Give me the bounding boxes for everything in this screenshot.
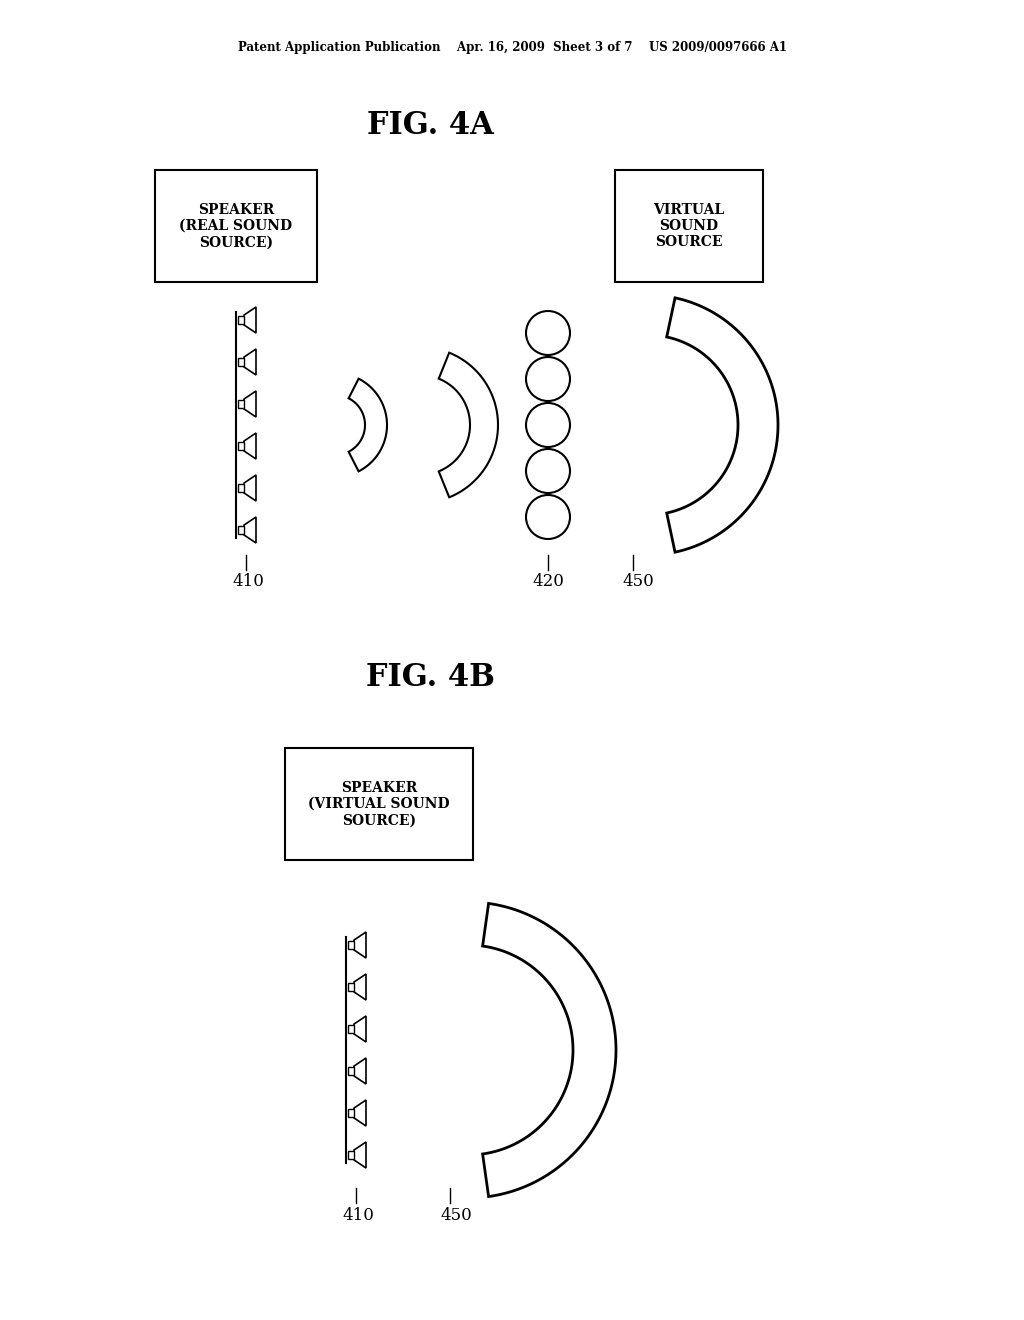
Bar [348,1151,354,1159]
FancyBboxPatch shape [285,748,473,861]
Text: 450: 450 [440,1206,472,1224]
Bar [238,527,244,533]
Bar [348,941,354,949]
Bar [348,1026,354,1032]
Text: SPEAKER
(REAL SOUND
SOURCE): SPEAKER (REAL SOUND SOURCE) [179,203,293,249]
FancyBboxPatch shape [155,170,317,282]
FancyBboxPatch shape [615,170,763,282]
Bar [238,400,244,408]
Text: SPEAKER
(VIRTUAL SOUND
SOURCE): SPEAKER (VIRTUAL SOUND SOURCE) [308,781,450,828]
Bar [238,317,244,323]
Text: 420: 420 [532,573,564,590]
Text: 410: 410 [232,573,264,590]
Bar [348,1068,354,1074]
Text: 450: 450 [623,573,654,590]
Bar [238,442,244,450]
Bar [238,358,244,366]
Text: FIG. 4B: FIG. 4B [366,663,495,693]
Text: VIRTUAL
SOUND
SOURCE: VIRTUAL SOUND SOURCE [653,203,725,249]
Bar [348,983,354,990]
Text: 410: 410 [342,1206,374,1224]
Text: Patent Application Publication    Apr. 16, 2009  Sheet 3 of 7    US 2009/0097666: Patent Application Publication Apr. 16, … [238,41,786,54]
Bar [348,1109,354,1117]
Text: FIG. 4A: FIG. 4A [367,110,494,140]
Bar [238,484,244,491]
